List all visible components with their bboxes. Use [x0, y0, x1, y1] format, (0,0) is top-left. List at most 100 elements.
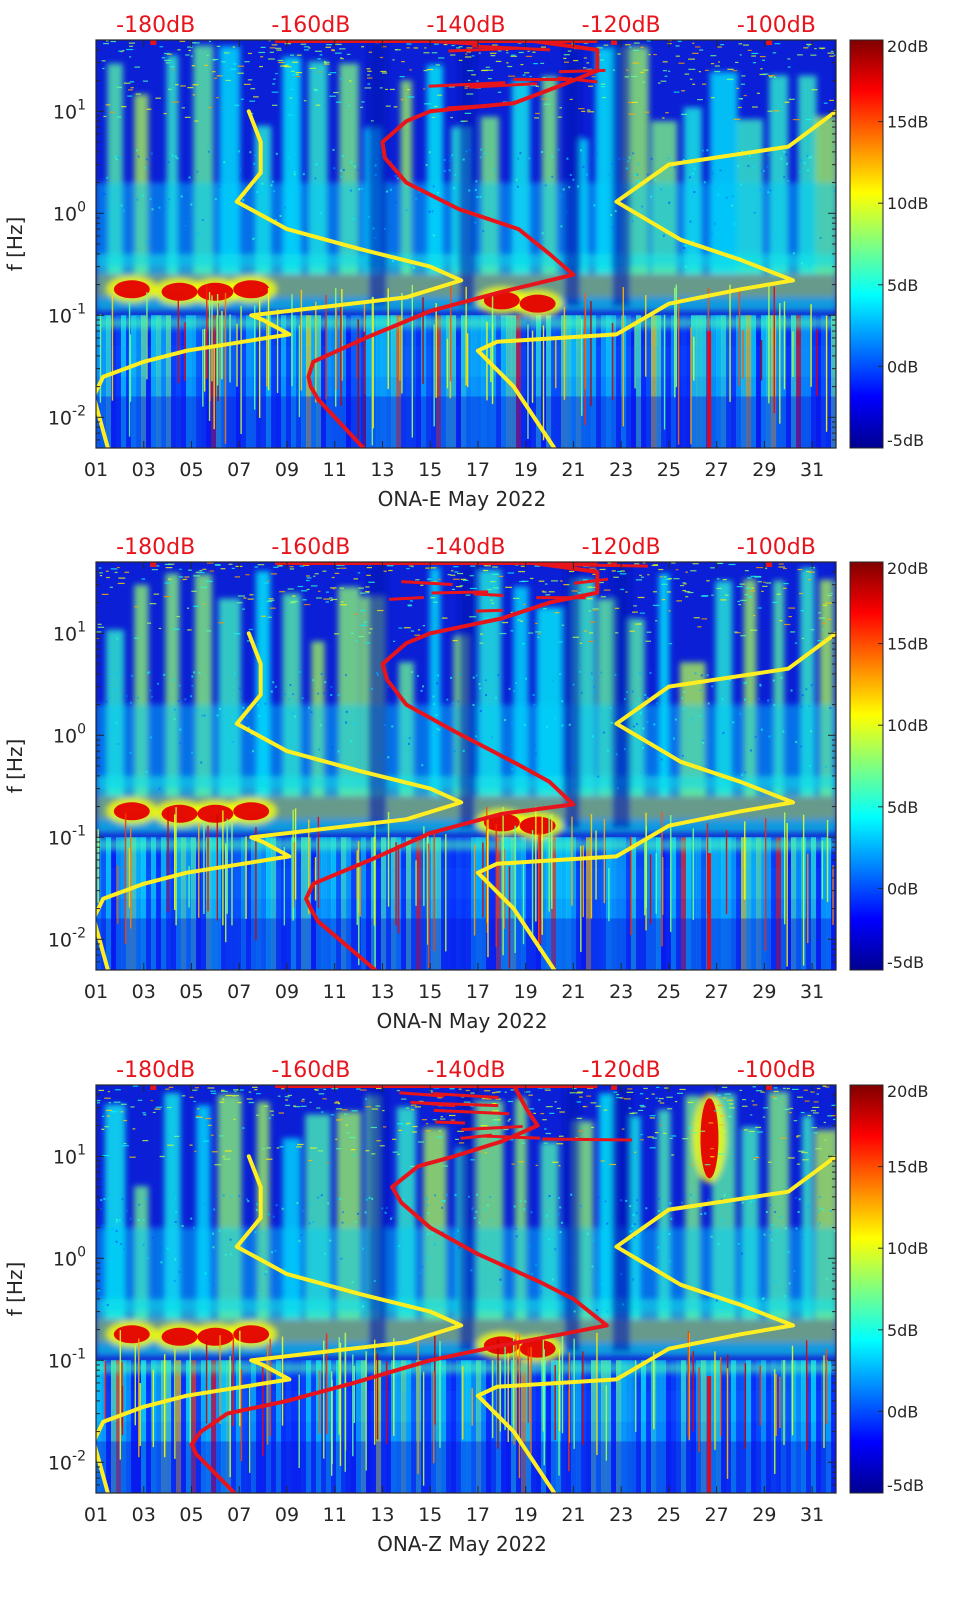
x-tick-label: 03	[132, 1504, 156, 1526]
x-tick-label: 29	[752, 981, 776, 1003]
x-tick-label: 21	[561, 981, 585, 1003]
x-tick-label: 31	[800, 1504, 824, 1526]
y-axis-title: f [Hz]	[3, 217, 27, 272]
spectrogram-image	[96, 40, 836, 448]
x-tick-label: 29	[752, 1504, 776, 1526]
top-db-label: -160dB	[271, 1058, 350, 1083]
series-curve	[96, 1154, 464, 1493]
top-db-label: -180dB	[116, 535, 195, 560]
x-tick-label: 01	[84, 981, 108, 1003]
series-curve	[306, 40, 600, 448]
top-db-label: -140dB	[427, 13, 506, 38]
x-tick-label: 17	[466, 981, 490, 1003]
colorbar-tick-label: 20dB	[887, 559, 929, 578]
x-tick-label: 13	[370, 459, 394, 481]
x-tick-label: 19	[514, 981, 538, 1003]
colorbar	[849, 1084, 884, 1494]
x-tick-label: 09	[275, 981, 299, 1003]
y-tick-label: 10-1	[48, 823, 86, 849]
x-tick-label: 27	[705, 459, 729, 481]
series-curve	[475, 1154, 836, 1493]
colorbar	[849, 561, 884, 971]
spectrogram-image	[96, 1085, 836, 1493]
colorbar-tick-label: -5dB	[887, 953, 924, 972]
y-tick-label: 10-2	[48, 1448, 86, 1474]
series-curve	[96, 631, 464, 970]
colorbar-tick-label: 20dB	[887, 37, 929, 56]
x-tick-label: 15	[418, 459, 442, 481]
x-tick-label: 15	[418, 1504, 442, 1526]
x-tick-label: 15	[418, 981, 442, 1003]
x-tick-label: 05	[179, 1504, 203, 1526]
series-curve	[96, 109, 464, 448]
x-tick-label: 17	[466, 1504, 490, 1526]
top-db-label: -180dB	[116, 1058, 195, 1083]
top-db-label: -120dB	[582, 13, 661, 38]
top-db-label: -140dB	[427, 535, 506, 560]
x-tick-label: 31	[800, 459, 824, 481]
x-tick-label: 07	[227, 981, 251, 1003]
y-tick-label: 10-2	[48, 925, 86, 951]
y-tick-label: 10-1	[48, 301, 86, 327]
x-tick-label: 03	[132, 981, 156, 1003]
y-tick-label: 101	[53, 1142, 86, 1168]
x-tick-label: 25	[657, 1504, 681, 1526]
x-tick-label: 07	[227, 459, 251, 481]
x-tick-label: 23	[609, 459, 633, 481]
series-curve	[475, 631, 836, 970]
x-tick-label: 11	[323, 1504, 347, 1526]
y-tick-label: 101	[53, 97, 86, 123]
top-db-label: -100dB	[737, 1058, 816, 1083]
x-tick-label: 01	[84, 459, 108, 481]
x-axis-title: ONA-N May 2022	[376, 1009, 547, 1033]
x-tick-label: 31	[800, 981, 824, 1003]
x-tick-label: 29	[752, 459, 776, 481]
spectrogram-image	[96, 562, 836, 970]
x-axis-title: ONA-Z May 2022	[377, 1532, 547, 1556]
x-tick-label: 25	[657, 981, 681, 1003]
x-tick-label: 19	[514, 459, 538, 481]
top-db-label: -100dB	[737, 13, 816, 38]
colorbar-tick-label: 5dB	[887, 798, 918, 817]
x-tick-label: 21	[561, 459, 585, 481]
x-tick-label: 21	[561, 1504, 585, 1526]
top-db-label: -180dB	[116, 13, 195, 38]
top-db-label: -160dB	[271, 13, 350, 38]
x-tick-label: 23	[609, 1504, 633, 1526]
x-tick-label: 27	[705, 1504, 729, 1526]
colorbar-tick-label: 10dB	[887, 1239, 929, 1258]
colorbar-tick-label: 20dB	[887, 1082, 929, 1101]
colorbar-tick-label: 15dB	[887, 635, 929, 654]
x-tick-label: 01	[84, 1504, 108, 1526]
top-db-label: -120dB	[582, 535, 661, 560]
colorbar-tick-label: 10dB	[887, 194, 929, 213]
y-tick-label: 10-2	[48, 403, 86, 429]
colorbar	[849, 39, 884, 449]
x-tick-label: 13	[370, 981, 394, 1003]
colorbar-tick-label: 5dB	[887, 276, 918, 295]
series-curve	[189, 1085, 609, 1493]
x-tick-label: 05	[179, 459, 203, 481]
x-axis-title: ONA-E May 2022	[378, 487, 547, 511]
spectrogram-panel: 01 03 05 07 09 11 13 15 17 19 21 23 25 27 29 31 ONA-E Ma…	[3, 13, 929, 511]
spectrogram-panel: 01 03 05 07 09 11 13 15 17 19 21 23 25 27 29 31 ONA-N Ma…	[3, 535, 929, 1033]
x-tick-label: 05	[179, 981, 203, 1003]
top-db-label: -120dB	[582, 1058, 661, 1083]
colorbar-tick-label: 10dB	[887, 716, 929, 735]
y-tick-label: 100	[53, 1244, 86, 1270]
colorbar-tick-label: 0dB	[887, 1402, 918, 1421]
y-tick-label: 101	[53, 619, 86, 645]
x-tick-label: 09	[275, 459, 299, 481]
colorbar-tick-label: 15dB	[887, 1158, 929, 1177]
top-db-label: -160dB	[271, 535, 350, 560]
colorbar-tick-label: 0dB	[887, 879, 918, 898]
x-tick-label: 23	[609, 981, 633, 1003]
spectrogram-panel: 01 03 05 07 09 11 13 15 17 19 21 23 25 27 29 31 ONA-Z Ma…	[3, 1058, 929, 1556]
top-db-label: -100dB	[737, 535, 816, 560]
y-axis-title: f [Hz]	[3, 1262, 27, 1317]
x-tick-label: 03	[132, 459, 156, 481]
y-tick-label: 100	[53, 199, 86, 225]
y-tick-label: 10-1	[48, 1346, 86, 1372]
y-tick-label: 100	[53, 721, 86, 747]
